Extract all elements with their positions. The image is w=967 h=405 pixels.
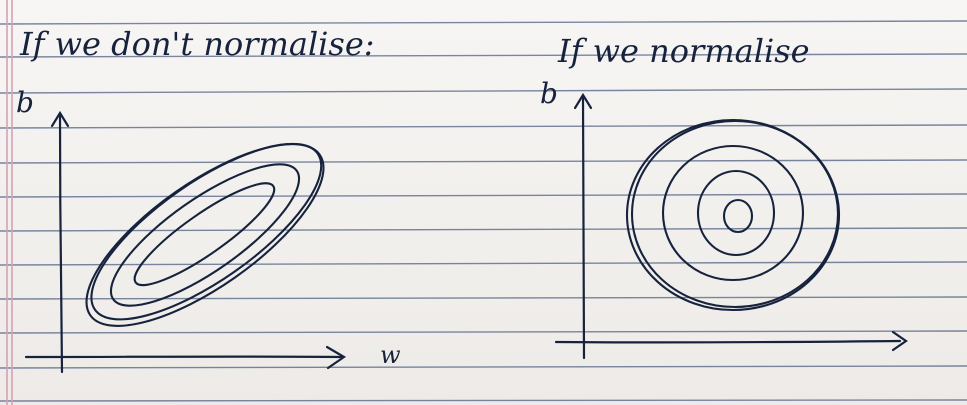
right-x-axis	[554, 330, 908, 352]
contour-inner	[133, 182, 276, 287]
circle-outer-retrace	[630, 119, 840, 309]
circle-second	[661, 144, 805, 282]
left-x-axis	[24, 345, 347, 370]
circular-contours	[625, 118, 841, 312]
right-heading: If we normalise	[557, 32, 810, 70]
contour-outer-retrace	[90, 142, 323, 321]
right-y-axis	[573, 92, 593, 360]
right-panel: If we normalise b	[540, 32, 908, 360]
left-heading: If we don't normalise:	[19, 25, 375, 63]
circle-center	[722, 198, 754, 234]
margin-lines	[6, 0, 13, 405]
left-y-label: b	[16, 86, 34, 119]
ruled-lines	[0, 20, 967, 402]
elongated-contours	[85, 142, 325, 327]
left-y-axis	[50, 110, 70, 374]
left-x-label: w	[380, 341, 401, 369]
circle-third	[696, 169, 776, 257]
right-y-label: b	[540, 77, 558, 110]
contour-outer	[85, 143, 325, 327]
contour-middle	[109, 163, 301, 307]
left-panel: If we don't normalise: b w	[16, 25, 401, 374]
